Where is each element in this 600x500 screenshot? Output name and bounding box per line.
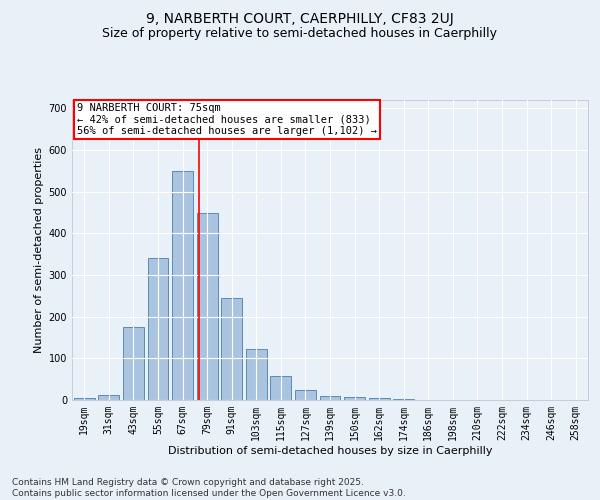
Bar xyxy=(368,398,389,400)
X-axis label: Distribution of semi-detached houses by size in Caerphilly: Distribution of semi-detached houses by … xyxy=(168,446,492,456)
Bar xyxy=(98,396,119,400)
Bar xyxy=(295,390,316,400)
Bar xyxy=(197,212,218,400)
Bar xyxy=(123,327,144,400)
Bar xyxy=(344,396,365,400)
Text: Contains HM Land Registry data © Crown copyright and database right 2025.
Contai: Contains HM Land Registry data © Crown c… xyxy=(12,478,406,498)
Bar xyxy=(74,398,95,400)
Bar xyxy=(320,396,340,400)
Bar xyxy=(246,349,267,400)
Bar xyxy=(172,171,193,400)
Bar xyxy=(271,376,292,400)
Bar xyxy=(393,399,414,400)
Bar xyxy=(148,258,169,400)
Text: Size of property relative to semi-detached houses in Caerphilly: Size of property relative to semi-detach… xyxy=(103,28,497,40)
Bar xyxy=(221,298,242,400)
Text: 9 NARBERTH COURT: 75sqm
← 42% of semi-detached houses are smaller (833)
56% of s: 9 NARBERTH COURT: 75sqm ← 42% of semi-de… xyxy=(77,103,377,136)
Y-axis label: Number of semi-detached properties: Number of semi-detached properties xyxy=(34,147,44,353)
Text: 9, NARBERTH COURT, CAERPHILLY, CF83 2UJ: 9, NARBERTH COURT, CAERPHILLY, CF83 2UJ xyxy=(146,12,454,26)
